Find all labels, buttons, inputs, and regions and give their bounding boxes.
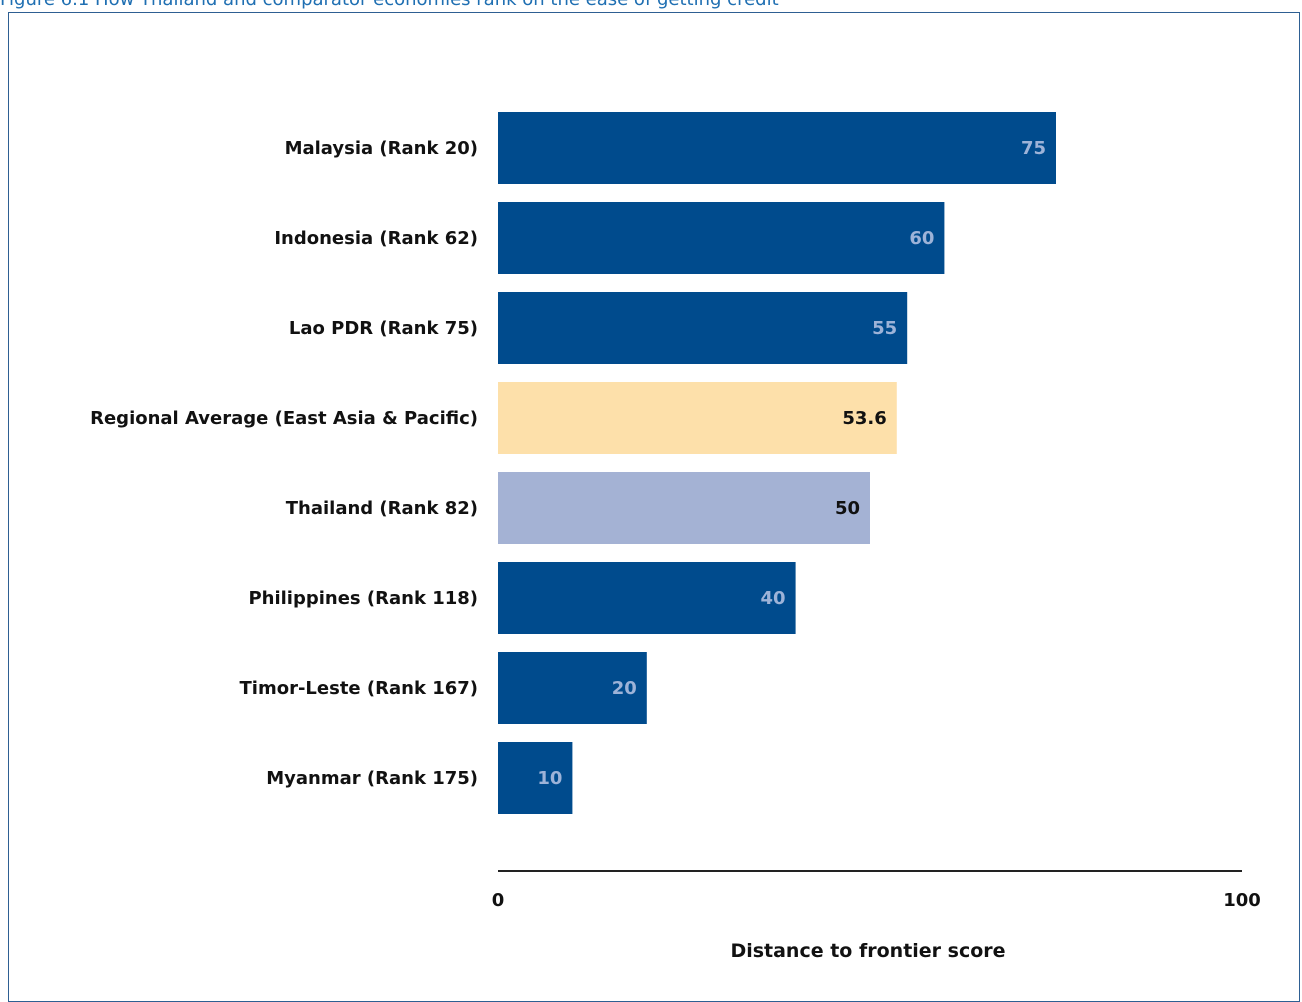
category-label: Malaysia (Rank 20) bbox=[285, 138, 478, 159]
value-labels-layer: 75 60 55 53.6 50 40 20 10 bbox=[537, 138, 1046, 789]
bar bbox=[498, 202, 945, 274]
value-label: 10 bbox=[537, 768, 562, 789]
x-tick-label: 0 bbox=[492, 890, 505, 911]
bar bbox=[498, 652, 647, 724]
category-label: Indonesia (Rank 62) bbox=[274, 228, 478, 249]
value-label: 60 bbox=[909, 228, 934, 249]
value-label: 55 bbox=[872, 318, 897, 339]
x-ticks-layer: 0 100 bbox=[492, 890, 1261, 911]
bar bbox=[498, 292, 908, 364]
category-label: Philippines (Rank 118) bbox=[248, 588, 478, 609]
bar bbox=[498, 112, 1056, 184]
category-label: Regional Average (East Asia & Pacific) bbox=[90, 408, 478, 429]
value-label: 53.6 bbox=[842, 408, 886, 429]
value-label: 75 bbox=[1021, 138, 1046, 159]
category-label: Myanmar (Rank 175) bbox=[266, 768, 478, 789]
value-label: 20 bbox=[612, 678, 637, 699]
bar bbox=[498, 472, 870, 544]
value-label: 40 bbox=[761, 588, 786, 609]
bar bbox=[498, 742, 573, 814]
bar bbox=[498, 382, 897, 454]
category-label: Timor-Leste (Rank 167) bbox=[240, 678, 478, 699]
value-label: 50 bbox=[835, 498, 860, 519]
x-tick-label: 100 bbox=[1223, 890, 1261, 911]
category-labels-layer: Malaysia (Rank 20) Indonesia (Rank 62) Lao… bbox=[90, 138, 478, 789]
bar bbox=[498, 562, 796, 634]
category-label: Lao PDR (Rank 75) bbox=[289, 318, 478, 339]
category-label: Thailand (Rank 82) bbox=[286, 498, 478, 519]
figure-title: Figure 6.1 How Thailand and comparator e… bbox=[0, 0, 779, 12]
x-axis-title: Distance to frontier score bbox=[730, 940, 1005, 962]
bars-layer bbox=[498, 112, 1056, 814]
